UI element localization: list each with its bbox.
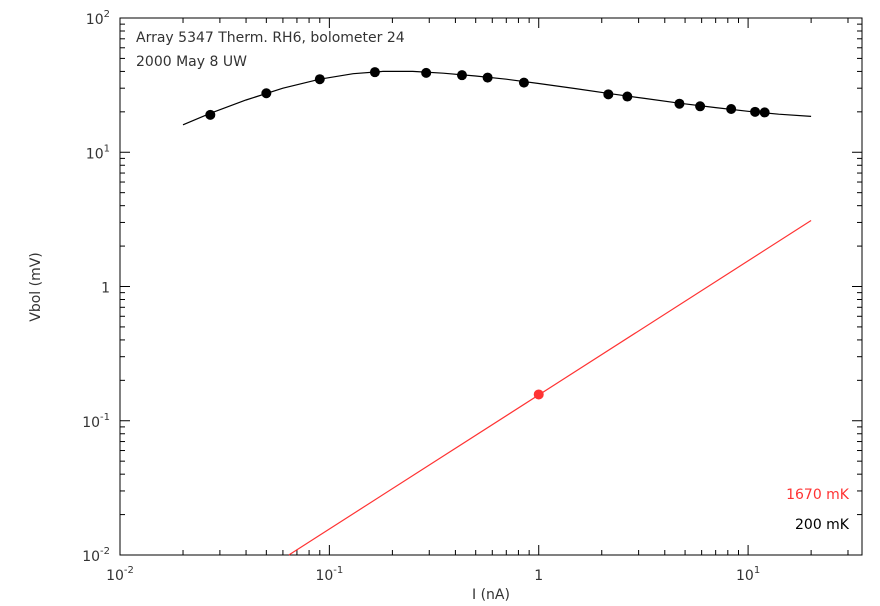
data-point-series-0 xyxy=(674,98,685,109)
annotation-line-2: 2000 May 8 UW xyxy=(136,54,247,70)
x-axis-label: I (nA) xyxy=(472,587,510,603)
data-point-series-0 xyxy=(261,88,272,99)
y-tick-label: 1 xyxy=(101,281,110,297)
fit-lines xyxy=(182,70,812,556)
axis-ticks xyxy=(119,17,862,556)
data-point-series-0 xyxy=(456,70,467,81)
data-point-series-0 xyxy=(518,77,529,88)
x-tick-label: 10-2 xyxy=(106,565,134,584)
annotation-line-1: Array 5347 Therm. RH6, bolometer 24 xyxy=(136,30,405,46)
x-tick-label: 101 xyxy=(736,565,760,584)
data-points xyxy=(205,67,770,400)
y-axis-label: Vbol (mV) xyxy=(28,252,44,322)
data-point-series-0 xyxy=(759,107,770,118)
tick-labels: 10-2 10-1 1 101 10-2 10-1 1 101 102 xyxy=(82,9,760,584)
y-tick-label: 101 xyxy=(86,143,110,162)
data-point-series-0 xyxy=(421,67,432,78)
data-point-series-0 xyxy=(369,67,380,78)
legend-1670mk: 1670 mK xyxy=(786,487,850,503)
data-point-series-0 xyxy=(750,106,761,117)
x-tick-label: 10-1 xyxy=(315,565,343,584)
fit-line-series-0 xyxy=(182,70,812,126)
data-point-series-0 xyxy=(726,103,737,114)
legend-200mk: 200 mK xyxy=(795,517,850,533)
y-tick-label: 102 xyxy=(86,9,110,28)
y-tick-label: 10-1 xyxy=(82,412,110,431)
data-point-series-1 xyxy=(533,389,544,400)
data-point-series-0 xyxy=(205,109,216,120)
data-point-series-0 xyxy=(603,89,614,100)
data-point-series-0 xyxy=(482,72,493,83)
data-point-series-0 xyxy=(622,91,633,102)
fit-line-series-1 xyxy=(288,219,812,556)
x-tick-label: 1 xyxy=(534,568,543,584)
data-point-series-0 xyxy=(695,101,706,112)
y-tick-label: 10-2 xyxy=(82,546,110,565)
data-point-series-0 xyxy=(314,74,325,85)
plot-frame xyxy=(119,17,863,556)
